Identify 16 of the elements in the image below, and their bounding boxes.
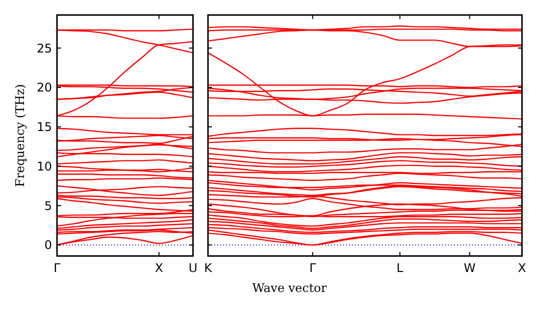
y-tick-label: 20 <box>36 80 52 95</box>
x-tick-label: L <box>396 261 404 275</box>
x-tick-label: Γ <box>309 261 316 275</box>
y-tick-label: 0 <box>44 238 52 252</box>
y-tick-label: 15 <box>36 120 52 134</box>
x-tick-label: X <box>518 261 526 275</box>
x-tick-label: Γ <box>54 261 61 275</box>
y-tick-label: 5 <box>44 198 52 213</box>
y-axis-title: Frequency (THz) <box>13 84 27 187</box>
x-tick-label: W <box>464 261 476 275</box>
x-axis-title: Wave vector <box>252 281 328 295</box>
y-tick-label: 25 <box>36 41 52 56</box>
y-tick-label: 10 <box>36 159 52 174</box>
x-tick-label: U <box>188 261 198 275</box>
x-tick-label: K <box>204 261 214 275</box>
x-tick-label: X <box>154 261 164 275</box>
